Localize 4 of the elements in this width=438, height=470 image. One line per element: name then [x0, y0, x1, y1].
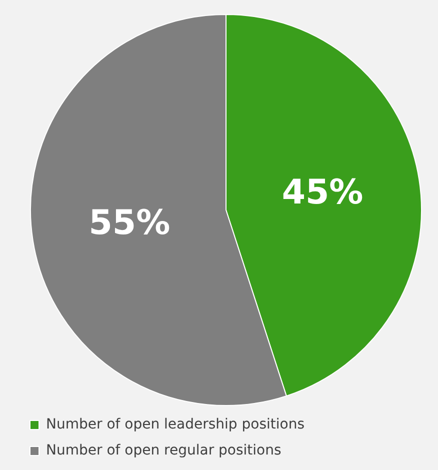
legend-label: Number of open regular positions [46, 442, 282, 459]
data-label: 45% [282, 172, 364, 213]
data-label: 55% [88, 203, 170, 244]
legend-label: Number of open leadership positions [46, 416, 305, 433]
